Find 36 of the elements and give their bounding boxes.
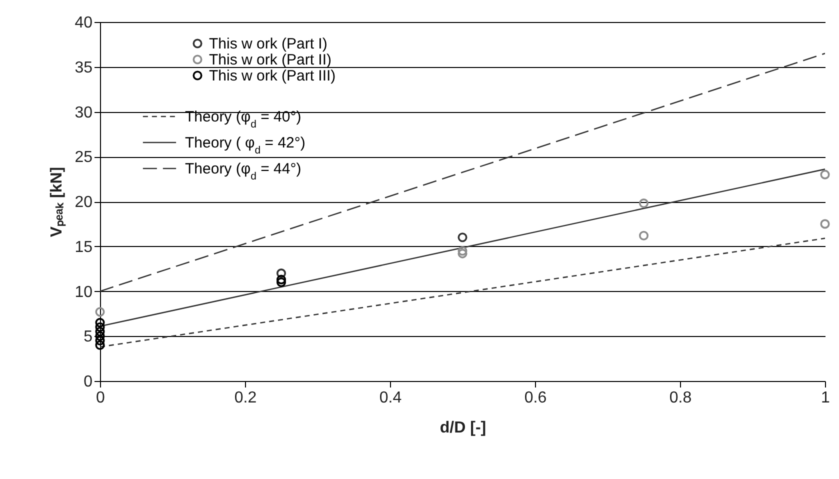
- point: [638, 230, 649, 240]
- y-axis-title: Vₚₑₐₖ [kN]: [48, 166, 67, 238]
- point: [95, 340, 105, 350]
- legend-label: This w ork (Part II): [209, 52, 332, 68]
- x-axis-title: d/D [-]: [440, 420, 486, 436]
- x-tick-label: 1: [821, 390, 830, 406]
- x-tick-label: 0.6: [524, 390, 547, 406]
- point: [820, 219, 830, 229]
- x-tick-label: 0.4: [379, 390, 402, 406]
- point: [276, 274, 286, 284]
- point: [95, 322, 105, 332]
- y-tick-label: 15: [74, 238, 93, 256]
- x-tick-label: 0: [96, 390, 106, 406]
- y-tick-label: 30: [74, 104, 93, 122]
- legend-label: Theory ( φ$_{d}$ = 42°): [185, 134, 306, 156]
- point: [95, 307, 105, 317]
- y-tick-label: 20: [74, 194, 93, 211]
- y-tick-label: 25: [74, 149, 93, 166]
- point: [638, 198, 649, 208]
- y-tick-label: 10: [74, 284, 93, 301]
- x-tick-label: 0.2: [234, 390, 257, 406]
- y-tick-label: 5: [84, 328, 93, 346]
- y-tick-label: 0: [84, 374, 93, 390]
- point: [458, 248, 468, 258]
- point: [458, 246, 468, 256]
- y-tick-label: 40: [74, 14, 93, 32]
- legend-label: This w ork (Part I): [209, 36, 328, 52]
- legend-label: This w ork (Part III): [209, 68, 336, 84]
- legend-label: Theory (φ$_{d}$ = 44°): [185, 160, 302, 182]
- point: [820, 170, 830, 180]
- point: [458, 232, 468, 242]
- point: [276, 268, 286, 278]
- y-tick-label: 35: [74, 59, 93, 76]
- point: [95, 318, 105, 328]
- point: [276, 278, 286, 288]
- x-tick-label: 0.8: [669, 390, 692, 406]
